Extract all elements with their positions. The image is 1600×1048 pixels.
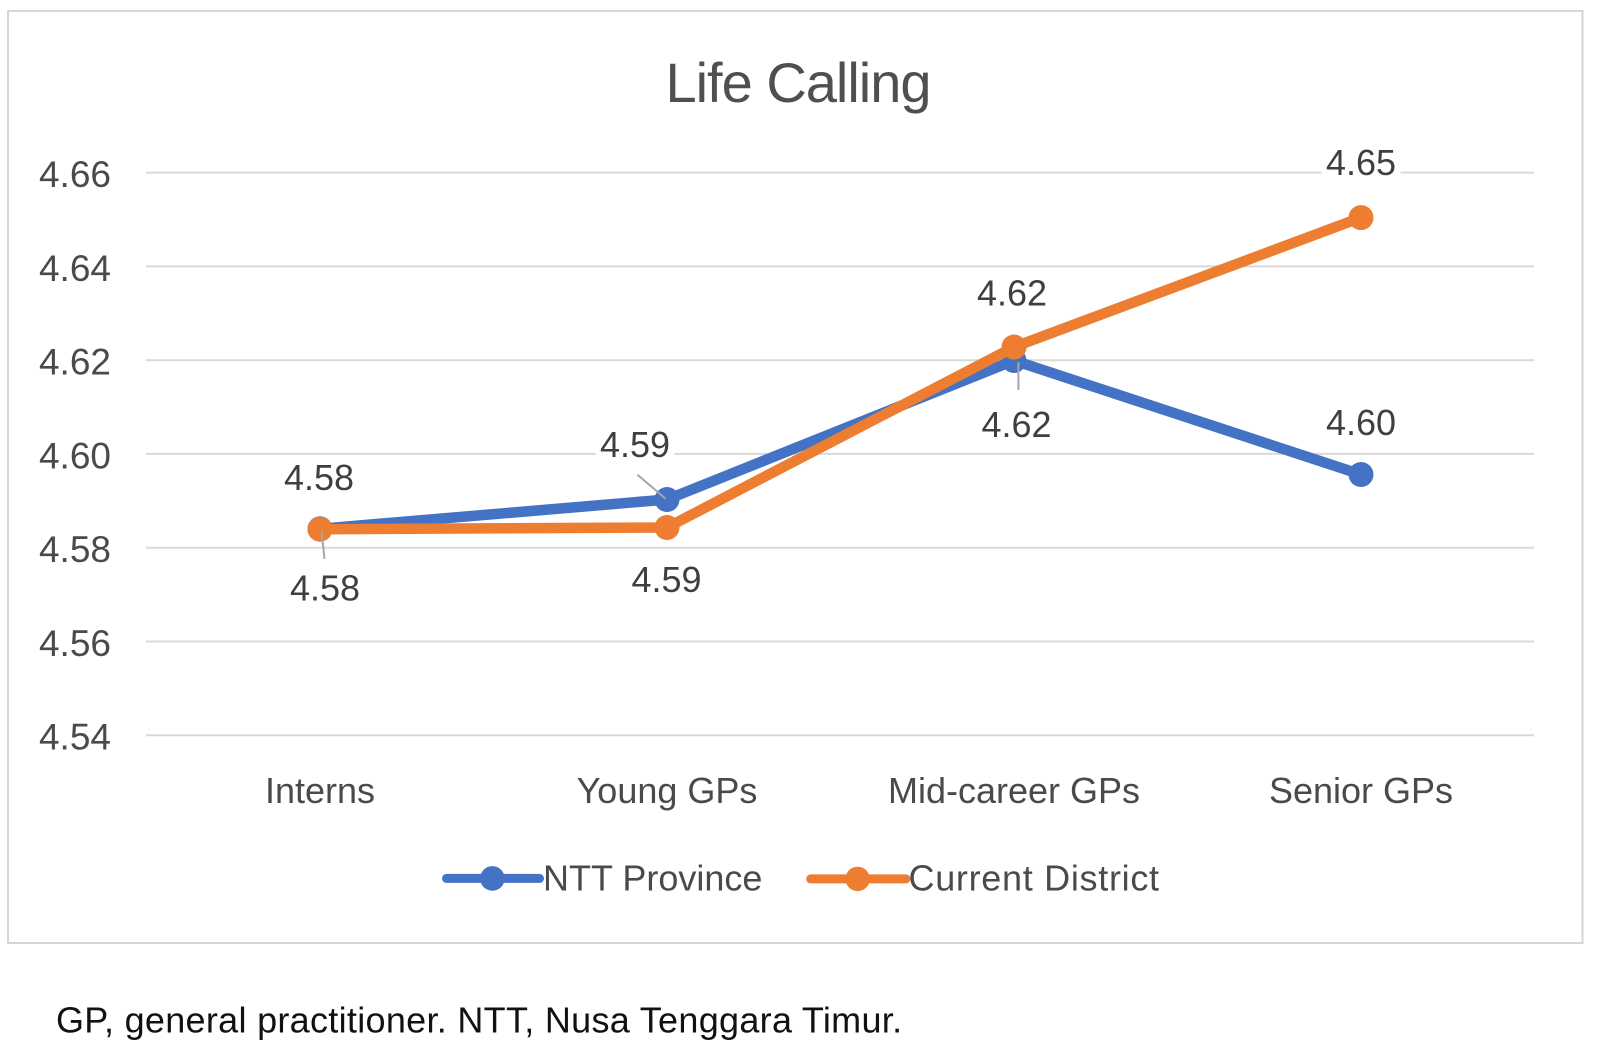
svg-text:Young GPs: Young GPs <box>577 770 758 811</box>
svg-text:4.59: 4.59 <box>631 559 701 600</box>
svg-text:4.58: 4.58 <box>39 529 111 570</box>
svg-text:Senior GPs: Senior GPs <box>1269 770 1453 811</box>
svg-text:4.64: 4.64 <box>39 248 111 289</box>
svg-text:4.58: 4.58 <box>290 568 360 609</box>
svg-text:Life Calling: Life Calling <box>665 51 930 114</box>
svg-text:Current District: Current District <box>909 858 1160 899</box>
svg-text:4.62: 4.62 <box>39 342 111 383</box>
svg-text:4.66: 4.66 <box>39 154 111 195</box>
svg-text:4.54: 4.54 <box>39 717 111 758</box>
svg-text:GP, general practitioner. NTT,: GP, general practitioner. NTT, Nusa Teng… <box>56 1000 902 1041</box>
svg-text:4.56: 4.56 <box>39 623 111 664</box>
svg-text:4.62: 4.62 <box>977 273 1047 314</box>
svg-text:Interns: Interns <box>265 770 375 811</box>
svg-text:Mid-career GPs: Mid-career GPs <box>888 770 1140 811</box>
svg-text:4.62: 4.62 <box>981 404 1051 445</box>
svg-text:4.58: 4.58 <box>284 457 354 498</box>
svg-text:NTT Province: NTT Province <box>543 858 762 899</box>
svg-text:4.59: 4.59 <box>600 424 670 465</box>
svg-text:4.60: 4.60 <box>1326 402 1396 443</box>
svg-text:4.60: 4.60 <box>39 435 111 476</box>
svg-text:4.65: 4.65 <box>1326 142 1396 183</box>
